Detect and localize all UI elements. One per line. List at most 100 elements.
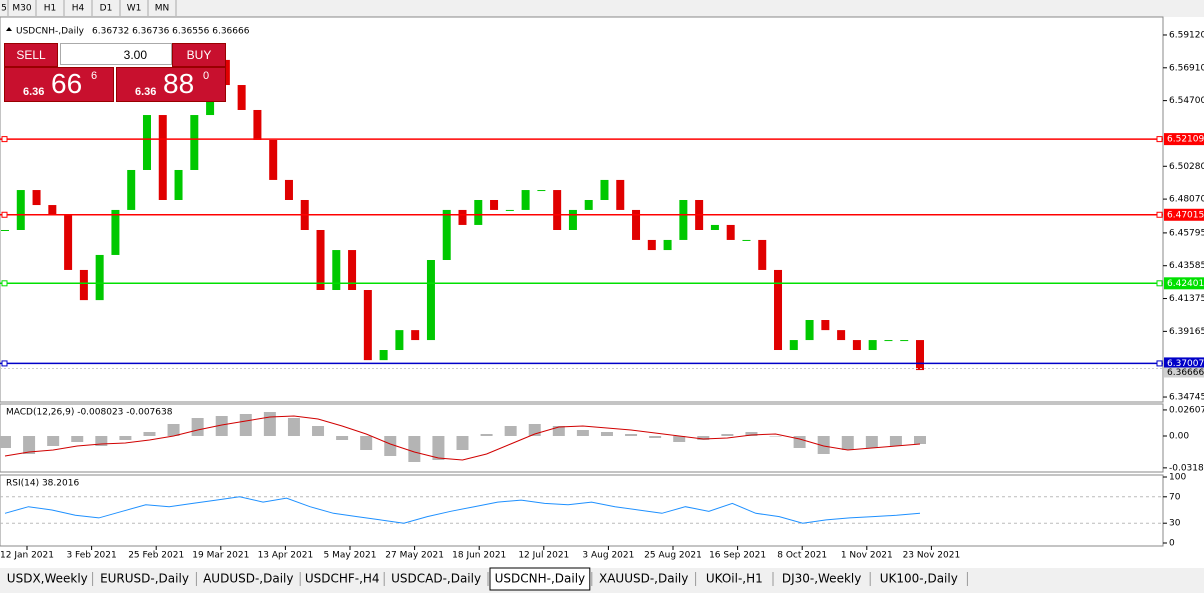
macd-bar (793, 436, 806, 448)
candle (568, 209, 577, 230)
candle (95, 254, 104, 301)
tab[interactable] (872, 570, 966, 589)
candle (616, 179, 625, 210)
level-handle (1, 280, 8, 287)
x-tick-label: 18 Jun 2021 (452, 551, 506, 561)
timeframe-button[interactable]: H1 (44, 4, 57, 14)
ask-price[interactable]: 6.36 88 0 (116, 67, 226, 102)
x-tick-label: 25 Aug 2021 (644, 551, 702, 561)
timeframe-button[interactable]: H4 (72, 4, 85, 14)
candle (111, 209, 120, 255)
candle (916, 340, 924, 371)
macd-bar (336, 436, 349, 440)
tab[interactable] (489, 567, 591, 591)
level-price-box (1164, 208, 1204, 221)
tab-label[interactable]: USDCNH-,Daily (495, 572, 586, 586)
tab-label[interactable]: XAUUSD-,Daily (599, 572, 688, 586)
candle (32, 190, 41, 206)
bid-price[interactable]: 6.36 66 6 (4, 67, 114, 102)
candle (142, 115, 151, 170)
y-tick-label: 0 (1169, 539, 1175, 549)
x-tick-label: 12 Jul 2021 (518, 551, 569, 561)
tab-label[interactable]: AUDUSD-,Daily (203, 572, 293, 586)
candle (758, 239, 767, 270)
candle (679, 199, 688, 240)
tab[interactable] (94, 570, 195, 589)
lot-input[interactable]: 3.00 (60, 43, 172, 65)
tab[interactable] (302, 570, 383, 589)
macd-bar (191, 418, 204, 436)
level-handle (1, 211, 8, 218)
macd-frame (0, 403, 1164, 473)
candle (774, 269, 783, 351)
tab-label[interactable]: USDCAD-,Daily (391, 572, 481, 586)
tab-label[interactable]: UKOil-,H1 (706, 572, 763, 586)
x-tick-label: 19 Mar 2021 (192, 551, 249, 561)
candle (395, 330, 404, 351)
x-tick-label: 23 Nov 2021 (903, 551, 961, 561)
candle (442, 209, 451, 261)
candle (363, 290, 372, 361)
macd-bar (480, 434, 493, 436)
x-tick-label: 3 Aug 2021 (582, 551, 634, 561)
macd-bar (239, 414, 252, 436)
buy-button[interactable]: BUY (172, 43, 226, 67)
sell-button[interactable]: SELL (4, 43, 58, 67)
tab-label[interactable]: EURUSD-,Daily (100, 572, 189, 586)
y-tick-label: 0.02607 (1169, 405, 1204, 415)
tab[interactable] (593, 570, 694, 589)
timeframe-button[interactable]: W1 (127, 4, 142, 14)
candle (332, 250, 341, 291)
candle (253, 109, 262, 140)
candle (348, 250, 357, 291)
candle (269, 139, 278, 180)
x-tick-label: 3 Feb 2021 (66, 551, 116, 561)
timeframe-button[interactable]: MN (155, 4, 170, 14)
y-tick-label: 6.48070 (1169, 195, 1204, 205)
tab[interactable] (775, 570, 869, 589)
macd-bar (312, 426, 325, 436)
tab[interactable] (198, 570, 299, 589)
y-tick-label: 6.50280 (1169, 162, 1204, 172)
candle (237, 85, 246, 110)
macd-bar (119, 436, 132, 440)
main-frame (0, 16, 1164, 403)
timeframe-button[interactable]: 5 (1, 4, 7, 14)
tab-label[interactable]: UK100-,Daily (880, 572, 958, 586)
trade-panel: SELL 3.00 BUY 6.36 66 6 6.36 88 0 (4, 43, 226, 102)
macd-bar (817, 436, 830, 454)
toolbar (0, 0, 1204, 17)
macd-bar (408, 436, 421, 462)
candle (647, 239, 656, 251)
collapse-icon (6, 27, 12, 31)
tab[interactable] (697, 570, 771, 589)
macd-bar (673, 436, 686, 442)
macd-bar (865, 436, 878, 448)
bid-prefix: 6.36 (23, 86, 45, 98)
candle (426, 260, 435, 341)
candle (1, 229, 9, 231)
macd-bar (47, 436, 60, 446)
macd-bar (552, 426, 565, 436)
y-tick-label: 6.41375 (1169, 294, 1204, 304)
timeframe-button[interactable]: M30 (12, 4, 31, 14)
tab[interactable] (386, 570, 486, 589)
timeframe-button[interactable]: D1 (100, 4, 113, 14)
rsi-title: RSI(14) 38.2016 (6, 479, 79, 489)
level-handle (1156, 360, 1163, 367)
tab-label[interactable]: USDCHF-,H4 (305, 572, 380, 586)
tab-label[interactable]: USDX,Weekly (7, 572, 88, 586)
level-price-label: 6.42401 (1167, 279, 1204, 289)
ohlc-label: 6.36732 6.36736 6.36556 6.36666 (92, 27, 250, 37)
macd-bar (23, 436, 36, 454)
tab-label[interactable]: DJ30-,Weekly (782, 572, 862, 586)
macd-bar (649, 436, 662, 438)
y-tick-label: 30 (1169, 519, 1181, 529)
level-price-label: 6.52109 (1167, 135, 1204, 145)
macd-bar (745, 432, 758, 436)
candle (805, 320, 814, 341)
tab[interactable] (4, 570, 91, 589)
candle (900, 340, 909, 342)
